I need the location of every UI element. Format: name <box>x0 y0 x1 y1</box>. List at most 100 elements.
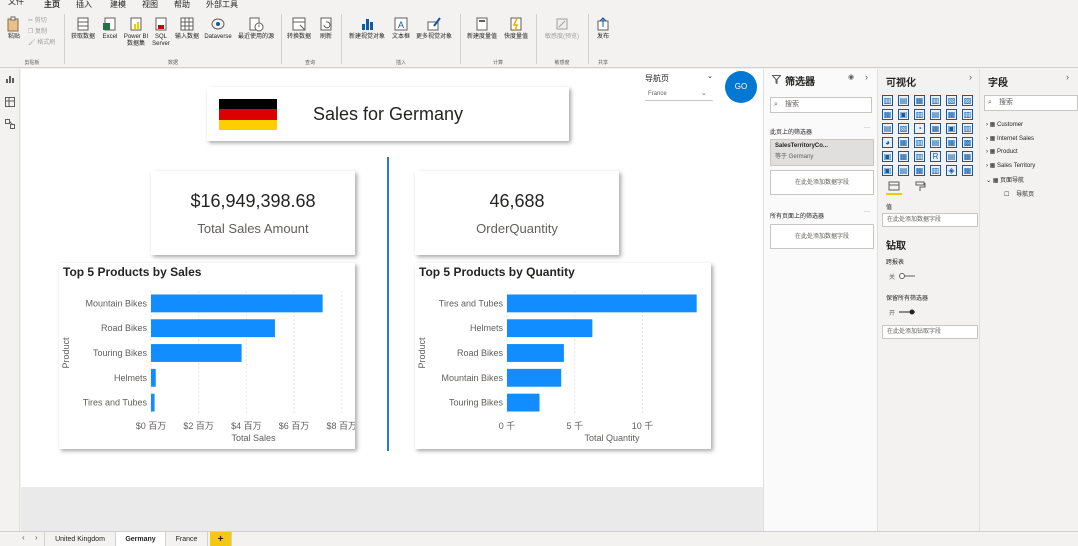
paste-button[interactable]: 粘贴 <box>4 16 24 41</box>
visual-type-icon[interactable]: ▩ <box>962 137 973 148</box>
visual-type-icon[interactable]: ▤ <box>946 151 957 162</box>
data-view-icon[interactable] <box>5 97 15 107</box>
filter-card-territory[interactable]: SalesTerritoryCo... 等于 Germany <box>770 139 874 166</box>
visual-type-icon[interactable]: ▦ <box>914 95 925 106</box>
bar[interactable] <box>151 393 155 412</box>
paint-roller-icon[interactable] <box>914 181 926 192</box>
visual-type-icon[interactable]: ▤ <box>898 165 909 176</box>
add-drillthrough-well[interactable]: 在此处添加钻取字段 <box>882 325 978 339</box>
visual-type-icon[interactable]: ▥ <box>962 109 973 120</box>
collapse-chevron-icon[interactable]: › <box>1066 72 1069 82</box>
bar[interactable] <box>151 294 323 313</box>
menu-modeling[interactable]: 建模 <box>110 0 126 9</box>
recent-sources-button[interactable]: 最近使用的源 <box>234 16 278 41</box>
add-all-pages-filter-well[interactable]: 在此处添加数据字段 <box>770 224 874 249</box>
visual-type-icon[interactable]: ▦ <box>898 137 909 148</box>
collapse-chevron-icon[interactable]: › <box>969 72 972 82</box>
visual-type-icon[interactable]: ▥ <box>914 151 925 162</box>
publish-button[interactable]: 发布 <box>592 16 614 41</box>
visual-type-icon[interactable]: ▤ <box>898 95 909 106</box>
visual-type-icon[interactable]: ▦ <box>930 123 941 134</box>
quick-measure-button[interactable]: 快度量值 <box>500 16 532 41</box>
visual-type-icon[interactable]: ▤ <box>930 109 941 120</box>
tab-france[interactable]: France <box>166 532 208 546</box>
more-options-icon[interactable]: ··· <box>864 125 870 131</box>
visual-type-icon[interactable]: ◈ <box>946 165 957 176</box>
bar[interactable] <box>151 368 156 387</box>
report-view-icon[interactable] <box>5 74 15 84</box>
quantity-bar-chart-card[interactable]: Top 5 Products by Quantity 0 千 5 千 10 千 Tire… <box>415 263 711 449</box>
bar[interactable] <box>151 344 242 362</box>
copy-button[interactable]: ❐ 复制 <box>28 29 47 36</box>
visual-type-icon[interactable]: ▥ <box>914 109 925 120</box>
go-button[interactable]: GO <box>725 71 757 103</box>
enter-data-button[interactable]: 输入数据 <box>172 16 202 41</box>
collapse-chevron-icon[interactable]: › <box>865 72 868 82</box>
visual-type-icon[interactable]: ▨ <box>962 95 973 106</box>
bar[interactable] <box>507 393 540 412</box>
tab-scroll-right-icon[interactable]: › <box>35 533 38 542</box>
add-page-button[interactable]: + <box>210 532 232 546</box>
more-visuals-button[interactable]: 更多视觉对象 <box>412 16 456 41</box>
visual-type-icon[interactable]: ▣ <box>898 109 909 120</box>
visual-type-icon[interactable]: ▤ <box>930 137 941 148</box>
field-table-internet-sales[interactable]: › ▦ Internet Sales <box>986 135 1034 142</box>
field-nav-page[interactable]: ☐ 导航页 <box>1004 189 1034 198</box>
visual-type-icon[interactable]: ◔ <box>914 123 925 134</box>
visual-type-icon[interactable]: ▧ <box>946 95 957 106</box>
visual-type-icon[interactable]: ▦ <box>962 151 973 162</box>
menu-file[interactable]: 文件 <box>8 0 24 6</box>
refresh-button[interactable]: 刷新 <box>316 16 336 41</box>
fields-well-icon[interactable] <box>888 181 900 192</box>
sensitivity-button[interactable]: 敏感度(预览) <box>540 16 584 41</box>
new-measure-button[interactable]: 新建度量值 <box>464 16 500 41</box>
visual-type-icon[interactable]: ▥ <box>930 95 941 106</box>
textbox-button[interactable]: A 文本框 <box>390 16 412 41</box>
order-quantity-card[interactable]: 46,688 OrderQuantity <box>415 171 619 255</box>
tab-scroll-left-icon[interactable]: ‹ <box>22 533 25 542</box>
tab-germany[interactable]: Germany <box>116 532 166 546</box>
total-sales-card[interactable]: $16,949,398.68 Total Sales Amount <box>151 171 355 255</box>
menu-view[interactable]: 视图 <box>142 0 158 9</box>
visual-type-icon[interactable]: ▦ <box>898 151 909 162</box>
sql-server-button[interactable]: SQL Server <box>150 16 172 48</box>
dataverse-button[interactable]: Dataverse <box>202 16 234 41</box>
visual-type-icon[interactable]: ▦ <box>946 137 957 148</box>
bar[interactable] <box>151 319 275 338</box>
tab-united-kingdom[interactable]: United Kingdom <box>44 532 116 546</box>
field-table-customer[interactable]: › ▦ Customer <box>986 121 1023 128</box>
field-table-sales-territory[interactable]: › ▦ Sales Territory <box>986 162 1035 169</box>
fields-search-input[interactable]: ⌕ 搜索 <box>984 95 1078 111</box>
new-visual-button[interactable]: 新建视觉对象 <box>346 16 388 41</box>
bar[interactable] <box>507 368 562 387</box>
sales-bar-chart[interactable]: Top 5 Products by Sales $0 百万 $2 百万 $4 百万 $6… <box>59 263 357 449</box>
get-data-button[interactable]: 获取数据 <box>68 16 98 41</box>
excel-button[interactable]: Excel <box>100 16 120 41</box>
report-canvas[interactable]: Sales for Germany 导航页 ⌄ France ⌄ GO $16,… <box>21 69 763 487</box>
visual-type-icon[interactable]: ▦ <box>914 165 925 176</box>
sales-bar-chart-card[interactable]: Top 5 Products by Sales $0 百万 $2 百万 $4 百万 $6… <box>59 263 357 449</box>
filters-search-input[interactable]: ⌕ 搜索 <box>770 97 872 113</box>
visual-type-icon[interactable]: ▥ <box>930 165 941 176</box>
cross-report-toggle[interactable] <box>898 273 916 279</box>
title-card[interactable]: Sales for Germany <box>207 87 569 141</box>
menu-help[interactable]: 帮助 <box>174 0 190 9</box>
bar[interactable] <box>507 319 593 338</box>
visual-type-icon[interactable]: ▦ <box>882 109 893 120</box>
bar[interactable] <box>507 344 564 362</box>
cut-button[interactable]: ✂ 剪切 <box>28 18 47 25</box>
visual-type-icon[interactable]: ▧ <box>898 123 909 134</box>
menu-insert[interactable]: 插入 <box>76 0 92 9</box>
visual-type-icon[interactable]: ▥ <box>882 95 893 106</box>
menu-external-tools[interactable]: 外部工具 <box>206 0 238 9</box>
visual-type-icon[interactable]: ▥ <box>914 137 925 148</box>
visual-type-icon[interactable]: ◕ <box>882 137 893 148</box>
visual-type-icon[interactable]: ▤ <box>882 123 893 134</box>
add-values-well[interactable]: 在此处添加数据字段 <box>882 213 978 227</box>
format-painter-button[interactable]: 🖌 格式刷 <box>28 40 55 47</box>
add-page-filter-well[interactable]: 在此处添加数据字段 <box>770 170 874 195</box>
transform-data-button[interactable]: 转换数据 <box>284 16 314 41</box>
model-view-icon[interactable] <box>5 119 15 129</box>
visual-type-icon[interactable]: ▣ <box>882 165 893 176</box>
checkbox-icon[interactable]: ☐ <box>1004 192 1012 198</box>
